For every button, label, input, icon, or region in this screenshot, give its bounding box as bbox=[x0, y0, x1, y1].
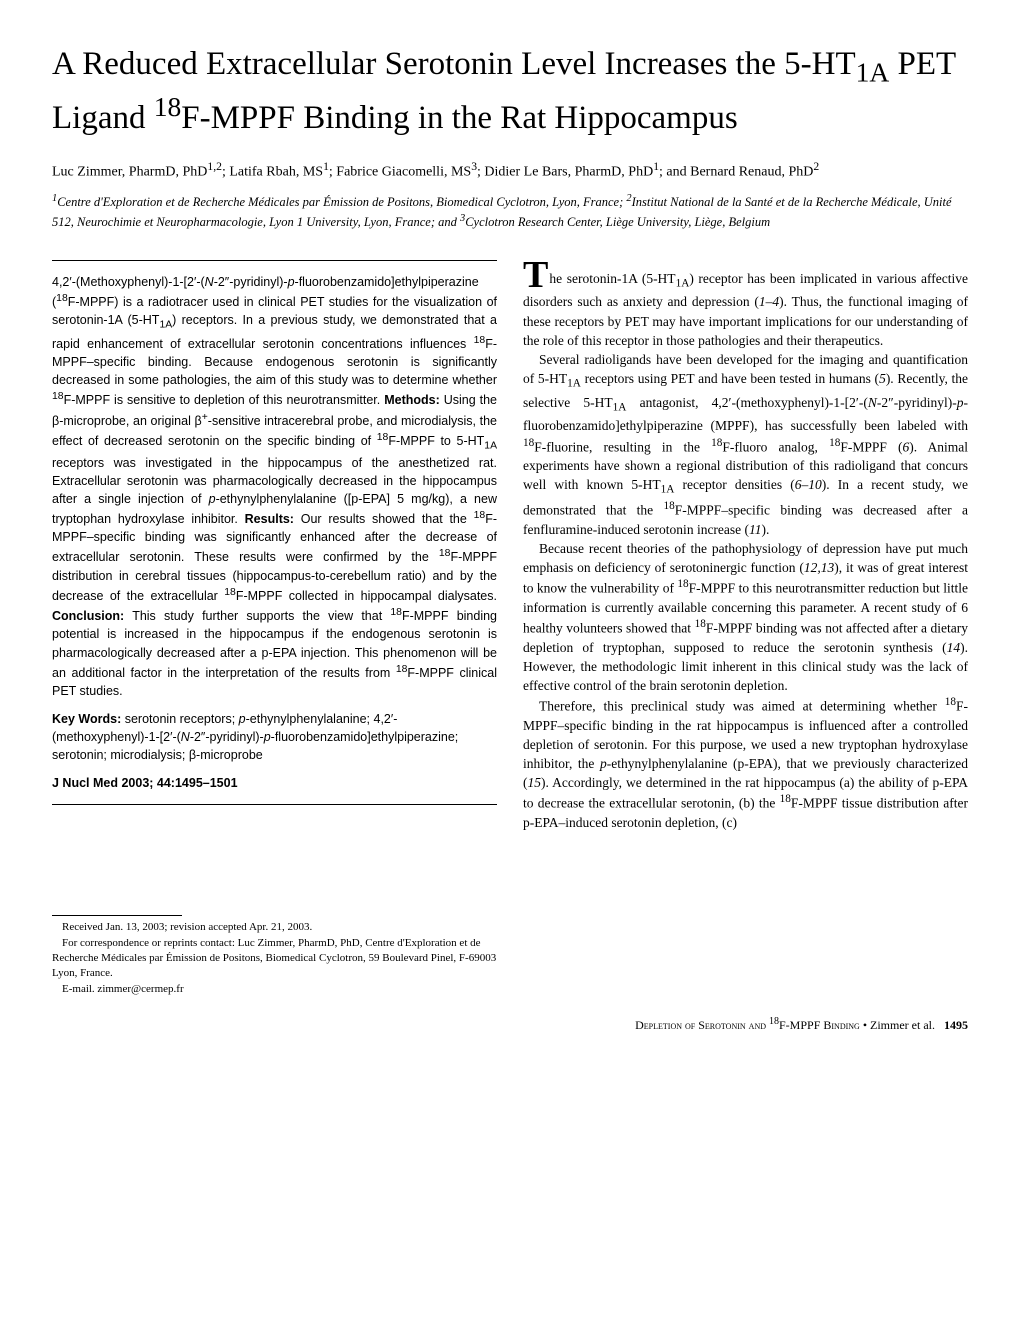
email: E-mail. zimmer@cermep.fr bbox=[52, 982, 497, 997]
body-paragraph-3: Because recent theories of the pathophys… bbox=[523, 539, 968, 695]
journal-citation: J Nucl Med 2003; 44:1495–1501 bbox=[52, 776, 497, 790]
keywords: Key Words: serotonin receptors; p-ethyny… bbox=[52, 710, 497, 764]
body-paragraph-2: Several radioligands have been developed… bbox=[523, 350, 968, 539]
abstract-text: 4,2′-(Methoxyphenyl)-1-[2′-(N-2″-pyridin… bbox=[52, 273, 497, 700]
article-title: A Reduced Extracellular Serotonin Level … bbox=[52, 44, 968, 139]
two-column-layout: 4,2′-(Methoxyphenyl)-1-[2′-(N-2″-pyridin… bbox=[52, 260, 968, 998]
correspondence: For correspondence or reprints contact: … bbox=[52, 936, 497, 981]
received-date: Received Jan. 13, 2003; revision accepte… bbox=[52, 920, 497, 935]
received-block: Received Jan. 13, 2003; revision accepte… bbox=[52, 915, 497, 996]
left-column: 4,2′-(Methoxyphenyl)-1-[2′-(N-2″-pyridin… bbox=[52, 260, 497, 998]
abstract-bottom-rule bbox=[52, 804, 497, 805]
body-paragraph-1: The serotonin-1A (5-HT1A) receptor has b… bbox=[523, 260, 968, 350]
affiliations: 1Centre d'Exploration et de Recherche Mé… bbox=[52, 192, 968, 231]
body-paragraph-4: Therefore, this preclinical study was ai… bbox=[523, 695, 968, 832]
keywords-label: Key Words: bbox=[52, 712, 121, 726]
received-rule bbox=[52, 915, 182, 916]
right-column: The serotonin-1A (5-HT1A) receptor has b… bbox=[523, 260, 968, 998]
page-footer: Depletion of Serotonin and 18F-MPPF Bind… bbox=[52, 1016, 968, 1033]
abstract-top-rule bbox=[52, 260, 497, 261]
author-list: Luc Zimmer, PharmD, PhD1,2; Latifa Rbah,… bbox=[52, 159, 968, 182]
